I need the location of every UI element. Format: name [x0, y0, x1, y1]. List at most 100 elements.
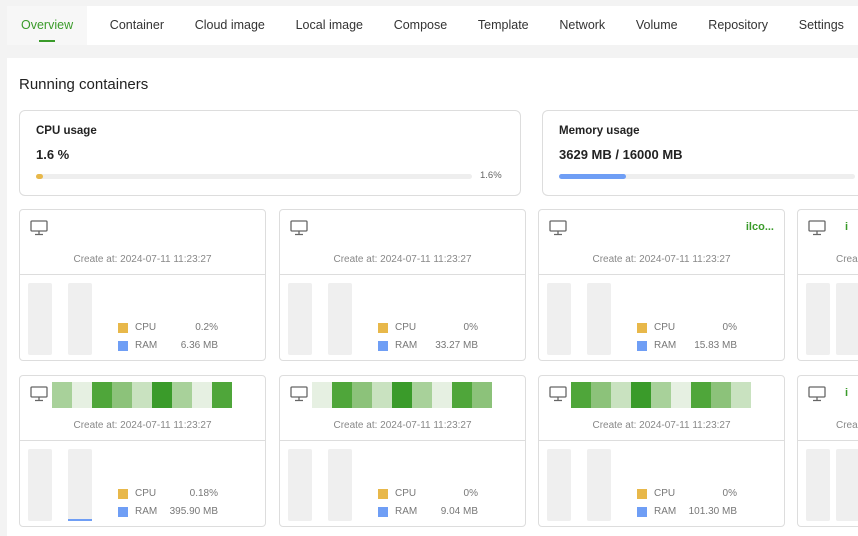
- ram-bar: [328, 283, 352, 355]
- memory-usage-title: Memory usage: [559, 125, 640, 137]
- memory-usage-card: Memory usage 3629 MB / 16000 MB: [542, 110, 858, 196]
- ram-bar: [328, 449, 352, 521]
- tab-network[interactable]: Network: [559, 18, 606, 32]
- ram-label: RAM: [135, 340, 158, 351]
- ram-label: RAM: [654, 340, 677, 351]
- cpu-value: 0.2%: [195, 322, 218, 333]
- ram-swatch: [637, 507, 647, 517]
- container-card[interactable]: ilco... Create at: 2024-07-11 11:23:27 C…: [538, 209, 785, 361]
- container-name-redacted: [52, 382, 232, 408]
- cpu-label: CPU: [395, 322, 417, 333]
- cpu-bar: [806, 449, 830, 521]
- cpu-progress-bar: [36, 174, 472, 179]
- cpu-swatch: [378, 489, 388, 499]
- section-title: Running containers: [19, 76, 149, 93]
- created-at: Crea: [836, 420, 858, 431]
- cpu-value: 0%: [722, 488, 737, 499]
- ram-label: RAM: [395, 506, 418, 517]
- tab-overview[interactable]: Overview: [7, 6, 88, 45]
- cpu-value: 0.18%: [189, 488, 218, 499]
- created-at: Create at: 2024-07-11 11:23:27: [333, 254, 472, 265]
- ram-value: 33.27 MB: [435, 340, 478, 351]
- ram-swatch: [637, 341, 647, 351]
- cpu-label: CPU: [135, 322, 157, 333]
- divider: [280, 440, 525, 441]
- cpu-progress-fill: [36, 174, 43, 179]
- ram-swatch: [378, 341, 388, 351]
- ram-bar: [836, 449, 858, 521]
- tab-cloud-image[interactable]: Cloud image: [194, 18, 265, 32]
- created-at: Create at: 2024-07-11 11:23:27: [592, 254, 731, 265]
- memory-usage-value: 3629 MB / 16000 MB: [559, 147, 683, 162]
- ram-swatch: [378, 507, 388, 517]
- cpu-label: CPU: [654, 488, 676, 499]
- ram-value: 6.36 MB: [180, 340, 218, 351]
- container-name[interactable]: i: [844, 221, 848, 233]
- ram-value: 15.83 MB: [694, 340, 737, 351]
- container-card[interactable]: Create at: 2024-07-11 11:23:27 CPU 0% RAM…: [279, 209, 526, 361]
- tab-compose[interactable]: Compose: [393, 18, 448, 32]
- cpu-label: CPU: [654, 322, 676, 333]
- cpu-value: 0%: [463, 322, 478, 333]
- monitor-icon: [808, 220, 826, 236]
- container-card[interactable]: i Crea CPU RAM: [797, 375, 858, 527]
- ram-bar: [587, 449, 611, 521]
- ram-bar: [68, 449, 92, 521]
- ram-value: 101.30 MB: [688, 506, 737, 517]
- cpu-usage-card: CPU usage 1.6 % 1.6%: [19, 110, 521, 196]
- cpu-usage-title: CPU usage: [36, 125, 97, 137]
- cpu-bar: [547, 449, 571, 521]
- container-card[interactable]: i Crea CPU RAM: [797, 209, 858, 361]
- cpu-swatch: [637, 323, 647, 333]
- tab-settings[interactable]: Settings: [798, 18, 844, 32]
- tab-container[interactable]: Container: [109, 18, 164, 32]
- ram-bar: [836, 283, 858, 355]
- monitor-icon: [290, 220, 308, 236]
- cpu-bar: [547, 283, 571, 355]
- created-at: Create at: 2024-07-11 11:23:27: [592, 420, 731, 431]
- ram-bar: [587, 283, 611, 355]
- cpu-swatch: [637, 489, 647, 499]
- ram-value: 395.90 MB: [169, 506, 218, 517]
- cpu-label: CPU: [135, 488, 157, 499]
- container-name[interactable]: ilco...: [745, 221, 774, 233]
- divider: [798, 440, 858, 441]
- container-card[interactable]: Create at: 2024-07-11 11:23:27 CPU 0% RAM…: [538, 375, 785, 527]
- ram-value: 9.04 MB: [440, 506, 478, 517]
- memory-progress-fill: [559, 174, 627, 179]
- monitor-icon: [549, 220, 567, 236]
- ram-swatch: [118, 341, 128, 351]
- tab-local-image[interactable]: Local image: [295, 18, 363, 32]
- created-at: Create at: 2024-07-11 11:23:27: [73, 420, 212, 431]
- container-name[interactable]: i: [844, 387, 848, 399]
- divider: [539, 440, 784, 441]
- monitor-icon: [30, 220, 48, 236]
- divider: [20, 440, 265, 441]
- cpu-swatch: [118, 323, 128, 333]
- created-at: Create at: 2024-07-11 11:23:27: [73, 254, 212, 265]
- container-card[interactable]: Create at: 2024-07-11 11:23:27 CPU 0% RAM…: [279, 375, 526, 527]
- cpu-bar: [28, 449, 52, 521]
- tab-template[interactable]: Template: [477, 18, 529, 32]
- container-card[interactable]: Create at: 2024-07-11 11:23:27 CPU 0.2% R…: [19, 209, 266, 361]
- monitor-icon: [290, 386, 308, 402]
- tab-volume[interactable]: Volume: [635, 18, 678, 32]
- ram-bar: [68, 283, 92, 355]
- divider: [280, 274, 525, 275]
- container-card[interactable]: Create at: 2024-07-11 11:23:27 CPU 0.18% …: [19, 375, 266, 527]
- tab-repository[interactable]: Repository: [708, 18, 769, 32]
- container-name-redacted: [312, 382, 492, 408]
- ram-swatch: [118, 507, 128, 517]
- ram-label: RAM: [395, 340, 418, 351]
- container-name-redacted: [571, 382, 751, 408]
- cpu-value: 0%: [463, 488, 478, 499]
- cpu-swatch: [118, 489, 128, 499]
- cpu-swatch: [378, 323, 388, 333]
- cpu-value: 0%: [722, 322, 737, 333]
- monitor-icon: [808, 386, 826, 402]
- memory-progress-bar: [559, 174, 855, 179]
- cpu-bar: [28, 283, 52, 355]
- cpu-label: CPU: [395, 488, 417, 499]
- cpu-usage-value: 1.6 %: [36, 147, 70, 162]
- monitor-icon: [549, 386, 567, 402]
